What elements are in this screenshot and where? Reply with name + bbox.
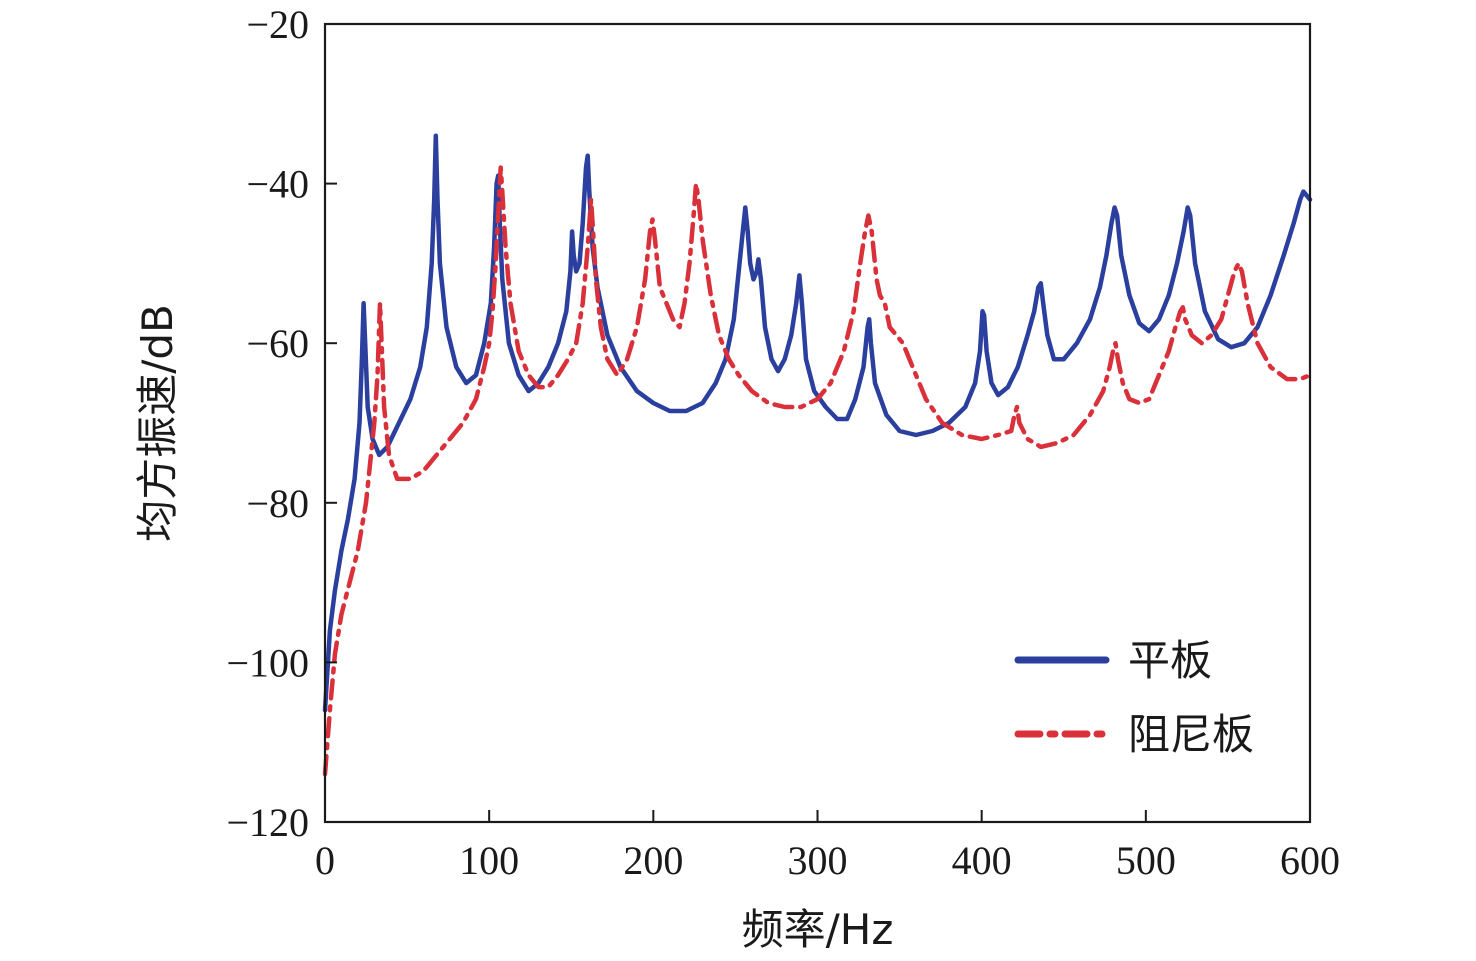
x-tick-label: 300 (788, 838, 848, 883)
x-axis: 0 100 200 300 400 500 600 (315, 810, 1340, 883)
y-tick-label: −100 (226, 640, 309, 685)
y-tick-label: −60 (246, 321, 309, 366)
legend-label-2: 阻尼板 (1128, 710, 1254, 759)
x-tick-label: 400 (952, 838, 1012, 883)
legend-label-1: 平板 (1128, 636, 1212, 685)
x-tick-label: 600 (1280, 838, 1340, 883)
x-tick-label: 500 (1116, 838, 1176, 883)
y-tick-label: −40 (246, 162, 309, 207)
x-axis-title: 频率/Hz (742, 905, 894, 954)
x-tick-label: 100 (459, 838, 519, 883)
y-tick-label: −80 (246, 481, 309, 526)
series-layer (322, 133, 1313, 777)
y-tick-label: −20 (246, 2, 309, 47)
series-line-2 (322, 165, 1313, 777)
x-tick-label: 0 (315, 838, 335, 883)
y-axis: −120 −100 −80 −60 −40 −20 (226, 2, 337, 845)
plot-frame (323, 22, 1312, 824)
plot-area: 0 100 200 300 400 500 600 −120 −100 −80 −60 −40 −20 (226, 2, 1340, 883)
y-axis-title: 均方振速/dB (133, 304, 182, 542)
x-tick-label: 200 (623, 838, 683, 883)
series-line-1 (322, 133, 1313, 713)
y-tick-label: −120 (226, 800, 309, 845)
